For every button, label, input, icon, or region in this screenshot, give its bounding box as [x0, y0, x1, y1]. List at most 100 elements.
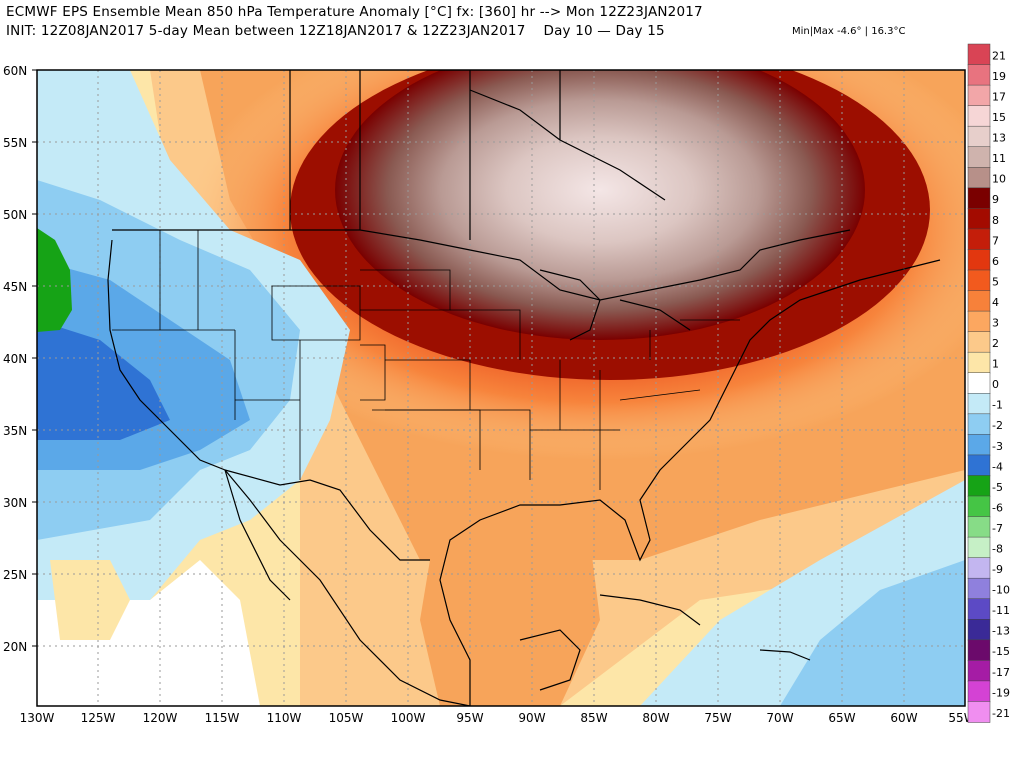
- lon-label: 60W: [890, 711, 917, 725]
- colorbar-label: 19: [992, 70, 1006, 83]
- colorbar-swatch: [967, 454, 991, 477]
- colorbar-swatch: [967, 269, 991, 292]
- colorbar-swatch: [967, 475, 991, 497]
- colorbar-swatch: [967, 701, 991, 723]
- lon-label: 95W: [456, 711, 483, 725]
- colorbar-label: -3: [992, 440, 1003, 453]
- colorbar-label: -2: [992, 419, 1003, 432]
- colorbar-label: -19: [992, 686, 1010, 699]
- colorbar-swatch: [967, 680, 991, 703]
- lat-label-30n: 30N: [3, 496, 27, 510]
- colorbar-swatch: [967, 290, 991, 312]
- lon-label: 120W: [143, 711, 178, 725]
- colorbar-label: -10: [992, 584, 1010, 597]
- lon-label: 90W: [518, 711, 545, 725]
- colorbar-swatch: [967, 413, 991, 436]
- lat-label-20n: 20N: [3, 640, 27, 654]
- colorbar-label: -21: [992, 707, 1010, 720]
- colorbar-label: 2: [992, 337, 999, 350]
- lat-label-50n: 50N: [3, 208, 27, 222]
- colorbar-label: 13: [992, 132, 1006, 145]
- colorbar-swatch: [967, 598, 991, 621]
- shaded-field: [37, 70, 965, 706]
- colorbar-swatch: [967, 146, 991, 169]
- colorbar-swatch: [967, 105, 991, 127]
- lat-label-40n: 40N: [3, 352, 27, 366]
- colorbar-swatch: [967, 351, 991, 374]
- colorbar-swatch: [967, 249, 991, 271]
- lon-label: 110W: [267, 711, 302, 725]
- colorbar-label: 9: [992, 193, 999, 206]
- colorbar-label: -15: [992, 645, 1010, 658]
- lon-label: 85W: [580, 711, 607, 725]
- lon-label: 115W: [205, 711, 240, 725]
- colorbar-label: 0: [992, 378, 999, 391]
- colorbar-swatch: [967, 64, 991, 86]
- lon-label: 125W: [81, 711, 116, 725]
- colorbar-label: -11: [992, 604, 1010, 617]
- colorbar-label: -5: [992, 481, 1003, 494]
- colorbar-label: -1: [992, 399, 1003, 412]
- colorbar-label: 7: [992, 234, 999, 247]
- lon-label: 100W: [391, 711, 426, 725]
- colorbar-label: 5: [992, 275, 999, 288]
- colorbar: 211917151311109876543210-1-2-3-4-5-6-7-8…: [967, 43, 1010, 723]
- colorbar-swatch: [967, 495, 991, 518]
- colorbar-label: 21: [992, 49, 1006, 62]
- lat-label-35n: 35N: [3, 424, 27, 438]
- colorbar-swatch: [967, 660, 991, 682]
- lon-label: 105W: [329, 711, 364, 725]
- lon-label: 70W: [766, 711, 793, 725]
- colorbar-label: 17: [992, 91, 1006, 104]
- colorbar-swatch: [967, 43, 991, 66]
- state-borders: [112, 230, 740, 490]
- min-max-readout: Min|Max -4.6° | 16.3°C: [792, 26, 906, 37]
- colorbar-swatch: [967, 167, 991, 189]
- colorbar-label: 3: [992, 317, 999, 330]
- lat-label-60n: 60N: [3, 64, 27, 78]
- colorbar-label: -17: [992, 666, 1010, 679]
- lat-label-55n: 55N: [3, 136, 27, 150]
- colorbar-swatch: [967, 639, 991, 662]
- longitude-axis: 130W 125W 120W 115W 110W 105W 100W 95W 9…: [20, 711, 976, 725]
- colorbar-swatch: [967, 536, 991, 559]
- lat-lon-grid: [37, 70, 965, 706]
- lat-label-25n: 25N: [3, 568, 27, 582]
- colorbar-swatch: [967, 310, 991, 333]
- colorbar-label: -8: [992, 543, 1003, 556]
- colorbar-swatch: [967, 557, 991, 579]
- colorbar-label: 11: [992, 152, 1006, 165]
- lon-label: 75W: [704, 711, 731, 725]
- lon-label: 80W: [642, 711, 669, 725]
- colorbar-label: 15: [992, 111, 1006, 124]
- colorbar-swatch: [967, 577, 991, 600]
- colorbar-label: -7: [992, 522, 1003, 535]
- colorbar-swatch: [967, 393, 991, 415]
- colorbar-label: -9: [992, 563, 1003, 576]
- latitude-axis: [32, 69, 37, 647]
- colorbar-swatch: [967, 228, 991, 251]
- colorbar-label: 4: [992, 296, 999, 309]
- colorbar-label: 8: [992, 214, 999, 227]
- colorbar-label: -13: [992, 625, 1010, 638]
- lon-label: 130W: [20, 711, 55, 725]
- colorbar-swatch: [967, 619, 991, 641]
- colorbar-label: 6: [992, 255, 999, 268]
- colorbar-swatch: [967, 187, 991, 210]
- colorbar-label: 1: [992, 358, 999, 371]
- colorbar-label: -6: [992, 501, 1003, 514]
- colorbar-swatch: [967, 84, 991, 107]
- colorbar-label: -4: [992, 460, 1003, 473]
- colorbar-swatch: [967, 516, 991, 538]
- map-subtitle: INIT: 12Z08JAN2017 5-day Mean between 12…: [6, 23, 665, 39]
- map-title: ECMWF EPS Ensemble Mean 850 hPa Temperat…: [6, 4, 703, 20]
- colorbar-swatch: [967, 208, 991, 230]
- colorbar-swatch: [967, 434, 991, 456]
- colorbar-swatch: [967, 372, 991, 395]
- plot-frame: [36, 69, 966, 707]
- colorbar-swatch: [967, 331, 991, 353]
- colorbar-swatch: [967, 125, 991, 148]
- lat-label-45n: 45N: [3, 280, 27, 294]
- colorbar-label: 10: [992, 173, 1006, 186]
